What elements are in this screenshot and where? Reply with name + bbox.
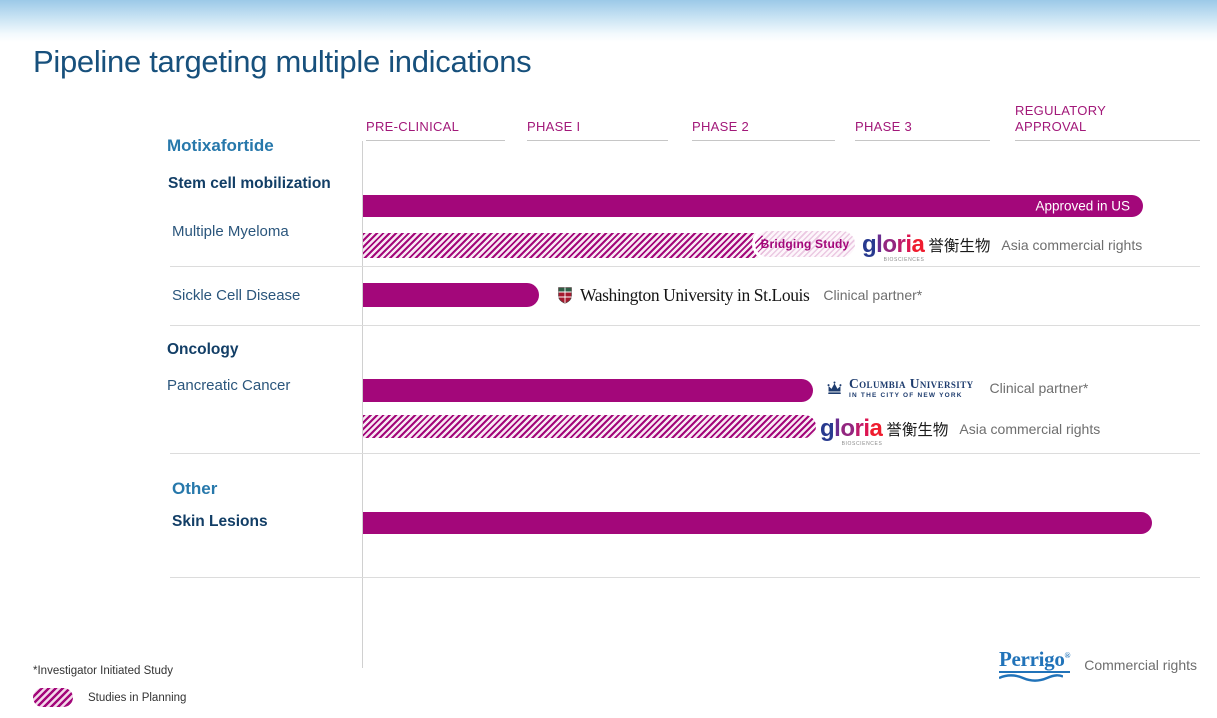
pipeline-bar	[363, 379, 813, 402]
phase-header: PHASE 2	[692, 100, 835, 141]
gloria-letter: a	[911, 231, 925, 258]
columbia-logo-name: Columbia University	[849, 375, 974, 391]
columbia-partner-note: Clinical partner*	[989, 380, 1089, 396]
gloria-letter: i	[905, 231, 912, 258]
row-divider	[170, 266, 1200, 267]
phase-header-label: PHASE 2	[692, 118, 750, 134]
columbia-logo-text: Columbia University IN THE CITY OF NEW Y…	[849, 375, 974, 400]
gloria-letter: o	[840, 415, 855, 442]
gloria-letter: r	[896, 231, 906, 258]
gloria-letter: g	[862, 231, 877, 258]
phase-header: REGULATORY APPROVAL	[1015, 100, 1200, 141]
investigator-footnote: *Investigator Initiated Study	[33, 665, 173, 677]
pipeline-bar: Approved in US	[363, 195, 1143, 217]
washu-logo-text: Washington University in St.Louis	[580, 284, 810, 305]
perrigo-wordmark: Perrigo®	[999, 646, 1071, 674]
columbia-partner-block: Columbia University IN THE CITY OF NEW Y…	[826, 373, 1088, 403]
washu-partner-note: Clinical partner*	[823, 287, 923, 303]
perrigo-note: Commercial rights	[1084, 657, 1198, 673]
phase-header-label: REGULATORY APPROVAL	[1015, 102, 1106, 134]
gloria-wordmark: gloria	[862, 231, 925, 258]
pipeline-bar	[363, 233, 767, 258]
gloria-logo: gloria BIOSCIENCES	[820, 415, 883, 447]
gloria-cjk-text: 誉衡生物	[928, 238, 991, 255]
gloria-letter: g	[820, 415, 835, 442]
gloria-letter: l	[876, 231, 883, 258]
columbia-crown-icon	[827, 381, 842, 394]
gloria-biosciences-label: BIOSCIENCES	[883, 257, 925, 263]
gloria-mm-note: Asia commercial rights	[1001, 237, 1143, 253]
gloria-letter: r	[854, 415, 864, 442]
phase-header-label: PHASE 3	[855, 118, 913, 134]
gloria-partner-block-mm: gloria BIOSCIENCES 誉衡生物 Asia commercial …	[862, 228, 1143, 263]
phase-header-label: PHASE I	[527, 118, 581, 134]
gloria-letter: a	[869, 415, 883, 442]
row-label: Motixafortide	[167, 136, 274, 155]
row-label: Pancreatic Cancer	[167, 377, 291, 394]
legend: Studies in Planning	[33, 688, 186, 707]
page-title: Pipeline targeting multiple indications	[33, 44, 532, 79]
gloria-cjk-text: 誉衡生物	[886, 422, 949, 439]
header-gradient-band	[0, 0, 1217, 42]
washu-shield-icon	[558, 286, 572, 304]
row-label: Other	[172, 479, 218, 498]
studies-in-planning-swatch	[33, 688, 73, 707]
row-divider	[170, 325, 1200, 326]
phase-header: PHASE 3	[855, 100, 990, 141]
bridging-study-pill: Bridging Study	[752, 228, 858, 260]
gloria-biosciences-label: BIOSCIENCES	[841, 441, 883, 447]
gloria-partner-block-pancreatic: gloria BIOSCIENCES 誉衡生物 Asia commercial …	[820, 412, 1101, 447]
gloria-wordmark: gloria	[820, 415, 883, 442]
row-label: Skin Lesions	[172, 513, 268, 530]
row-label: Stem cell mobilization	[168, 175, 331, 192]
gloria-letter: o	[882, 231, 897, 258]
perrigo-partner-block: Perrigo® Commercial rights	[999, 646, 1198, 682]
bar-status-label: Approved in US	[1035, 198, 1130, 214]
axis-vertical-line	[362, 141, 363, 668]
gloria-logo: gloria BIOSCIENCES	[862, 231, 925, 263]
row-label: Sickle Cell Disease	[172, 287, 301, 304]
columbia-logo-subtitle: IN THE CITY OF NEW YORK	[849, 392, 963, 400]
bridging-study-label: Bridging Study	[760, 237, 850, 251]
row-divider	[170, 577, 1200, 578]
phase-header: PHASE I	[527, 100, 668, 141]
gloria-letter: l	[834, 415, 841, 442]
pipeline-bar	[363, 283, 539, 307]
perrigo-reg-mark: ®	[1064, 650, 1071, 660]
gloria-pancreatic-note: Asia commercial rights	[959, 421, 1101, 437]
legend-label: Studies in Planning	[88, 691, 187, 704]
phase-header: PRE-CLINICAL	[366, 100, 505, 141]
perrigo-name: Perrigo	[999, 646, 1065, 671]
row-label: Multiple Myeloma	[172, 223, 289, 240]
pipeline-bar	[363, 512, 1152, 534]
phase-header-label: PRE-CLINICAL	[366, 118, 460, 134]
washu-partner-block: Washington University in St.Louis Clinic…	[558, 281, 922, 309]
perrigo-wave-icon	[999, 674, 1063, 682]
gloria-letter: i	[863, 415, 870, 442]
pipeline-bar	[363, 415, 816, 438]
perrigo-logo: Perrigo®	[999, 646, 1071, 682]
row-label: Oncology	[167, 341, 239, 358]
row-divider	[170, 453, 1200, 454]
